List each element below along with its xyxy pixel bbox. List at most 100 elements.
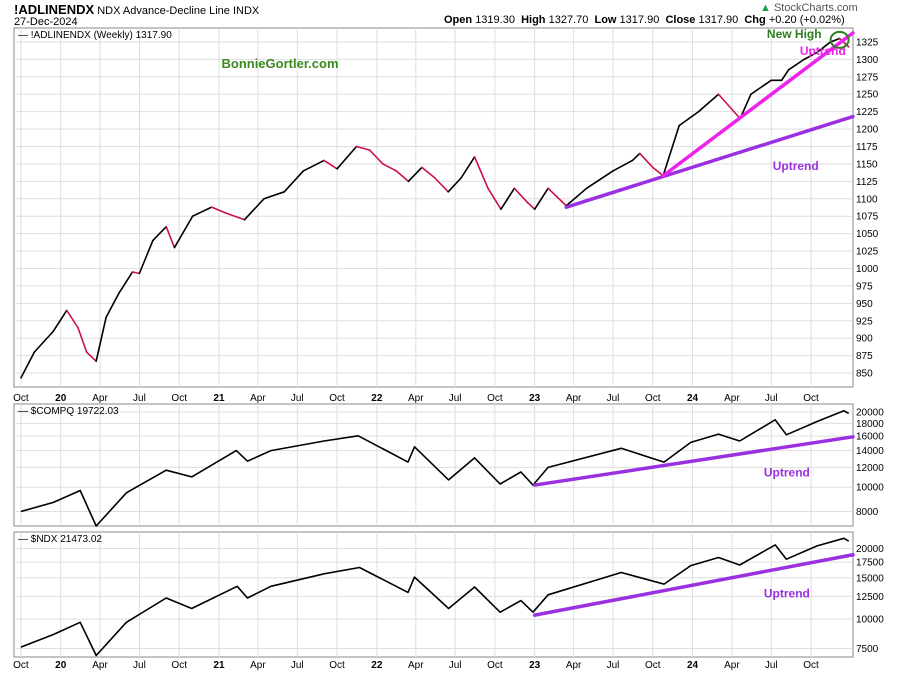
x-tick-label: Oct — [171, 393, 187, 404]
x-tick-label: Apr — [408, 393, 424, 404]
x-tick-label: Oct — [645, 393, 661, 404]
close-value: 1317.90 — [698, 14, 739, 26]
x-tick-label: 20 — [55, 393, 67, 404]
y-tick-label: 1325 — [856, 37, 879, 48]
x-tick-label: Jul — [607, 660, 620, 671]
x-tick-label: 22 — [371, 393, 383, 404]
y-tick-label: 20000 — [856, 407, 884, 418]
y-tick-label: 925 — [856, 316, 873, 327]
x-tick-label: 24 — [687, 393, 699, 404]
close-label: Close — [665, 14, 696, 26]
chart-header-symbol: !ADLINENDX NDX Advance-Decline Line INDX — [14, 2, 259, 17]
series-segment — [152, 225, 168, 242]
y-tick-label: 1225 — [856, 107, 879, 118]
series-segment — [612, 159, 634, 172]
x-tick-label: Jul — [607, 393, 620, 404]
y-tick-label: 1050 — [856, 229, 879, 240]
trendline-label: Uptrend — [800, 44, 846, 58]
series-segment — [191, 206, 213, 218]
y-tick-label: 950 — [856, 299, 873, 310]
panel-frame — [13, 531, 854, 658]
y-tick-label: 16000 — [856, 432, 884, 443]
trendline-label: Uptrend — [764, 465, 810, 479]
open-label: Open — [444, 14, 473, 26]
series-segment — [131, 271, 141, 275]
trendline — [661, 31, 855, 178]
y-tick-label: 18000 — [856, 419, 884, 430]
series-segment — [803, 51, 818, 61]
series-segment — [224, 211, 246, 221]
series-segment — [302, 159, 325, 172]
x-tick-label: Jul — [291, 660, 304, 671]
series-segment — [547, 187, 568, 207]
trendline-label: Uptrend — [764, 587, 810, 601]
series-segment — [717, 93, 741, 120]
low-value: 1317.90 — [619, 14, 660, 26]
chg-value: +0.20 (+0.02%) — [768, 14, 845, 26]
x-tick-label: 22 — [371, 660, 383, 671]
y-tick-label: 7500 — [856, 644, 879, 655]
x-tick-label: Apr — [566, 660, 582, 671]
series-segment — [421, 166, 436, 179]
series-segment — [336, 145, 358, 170]
trendline — [532, 553, 855, 617]
x-tick-label: Apr — [566, 393, 582, 404]
trendline — [532, 435, 855, 487]
series-segment — [165, 225, 176, 249]
y-tick-label: 1150 — [856, 159, 878, 170]
series-segment — [283, 170, 305, 193]
x-tick-label: Oct — [329, 393, 345, 404]
series-segment — [52, 309, 68, 333]
x-tick-label: Oct — [171, 660, 187, 671]
trendline-label: Uptrend — [773, 159, 819, 173]
panel-2: 7500 10000 12500 15000 17500 20000 Oct 20 Apr Jul… — [13, 531, 884, 671]
y-tick-label: 10000 — [856, 615, 884, 626]
brand-label: ▲ StockCharts.com — [760, 2, 858, 14]
symbol-exchange: INDX — [232, 5, 260, 17]
x-tick-label: Oct — [329, 660, 345, 671]
series-segment — [395, 170, 410, 183]
series-segment — [323, 159, 338, 170]
x-tick-label: Jul — [765, 660, 778, 671]
brand-name: StockCharts.com — [773, 2, 858, 14]
series-line — [20, 410, 850, 527]
series-segment — [65, 309, 79, 329]
x-tick-label: Jul — [133, 393, 146, 404]
x-tick-label: Apr — [724, 660, 740, 671]
y-tick-label: 850 — [856, 369, 873, 380]
x-tick-label: Jul — [449, 393, 462, 404]
series-segment — [697, 93, 720, 113]
series-segment — [173, 215, 194, 249]
x-tick-label: 21 — [213, 393, 225, 404]
ohlc-readout: Open 1319.30 High 1327.70 Low 1317.90 Cl… — [444, 14, 845, 26]
series-segment — [460, 156, 476, 179]
x-tick-label: Oct — [13, 660, 29, 671]
x-tick-label: 20 — [55, 660, 67, 671]
new-high-circle — [829, 30, 850, 49]
y-tick-label: 14000 — [856, 446, 884, 457]
series-segment — [118, 271, 134, 294]
series-segment — [368, 149, 384, 165]
y-tick-label: 975 — [856, 281, 873, 292]
series-segment — [33, 330, 55, 353]
x-tick-label: Jul — [449, 660, 462, 671]
y-tick-label: 1300 — [856, 55, 879, 66]
x-tick-label: Apr — [250, 393, 266, 404]
x-tick-label: Apr — [408, 660, 424, 671]
y-tick-label: 1175 — [856, 142, 878, 153]
x-tick-label: Oct — [13, 393, 29, 404]
series-segment — [513, 187, 529, 204]
series-segment — [500, 187, 516, 211]
y-tick-label: 10000 — [856, 483, 884, 494]
y-tick-label: 12500 — [856, 592, 884, 603]
series-segment — [85, 351, 97, 363]
y-tick-label: 1275 — [856, 72, 879, 83]
annotation-label: New High — [767, 27, 822, 41]
up-triangle-icon: ▲ — [760, 2, 771, 14]
series-segment — [585, 170, 614, 190]
series-segment — [638, 152, 654, 169]
x-tick-label: Apr — [92, 660, 108, 671]
series-segment — [210, 206, 226, 214]
series-segment — [565, 187, 588, 207]
